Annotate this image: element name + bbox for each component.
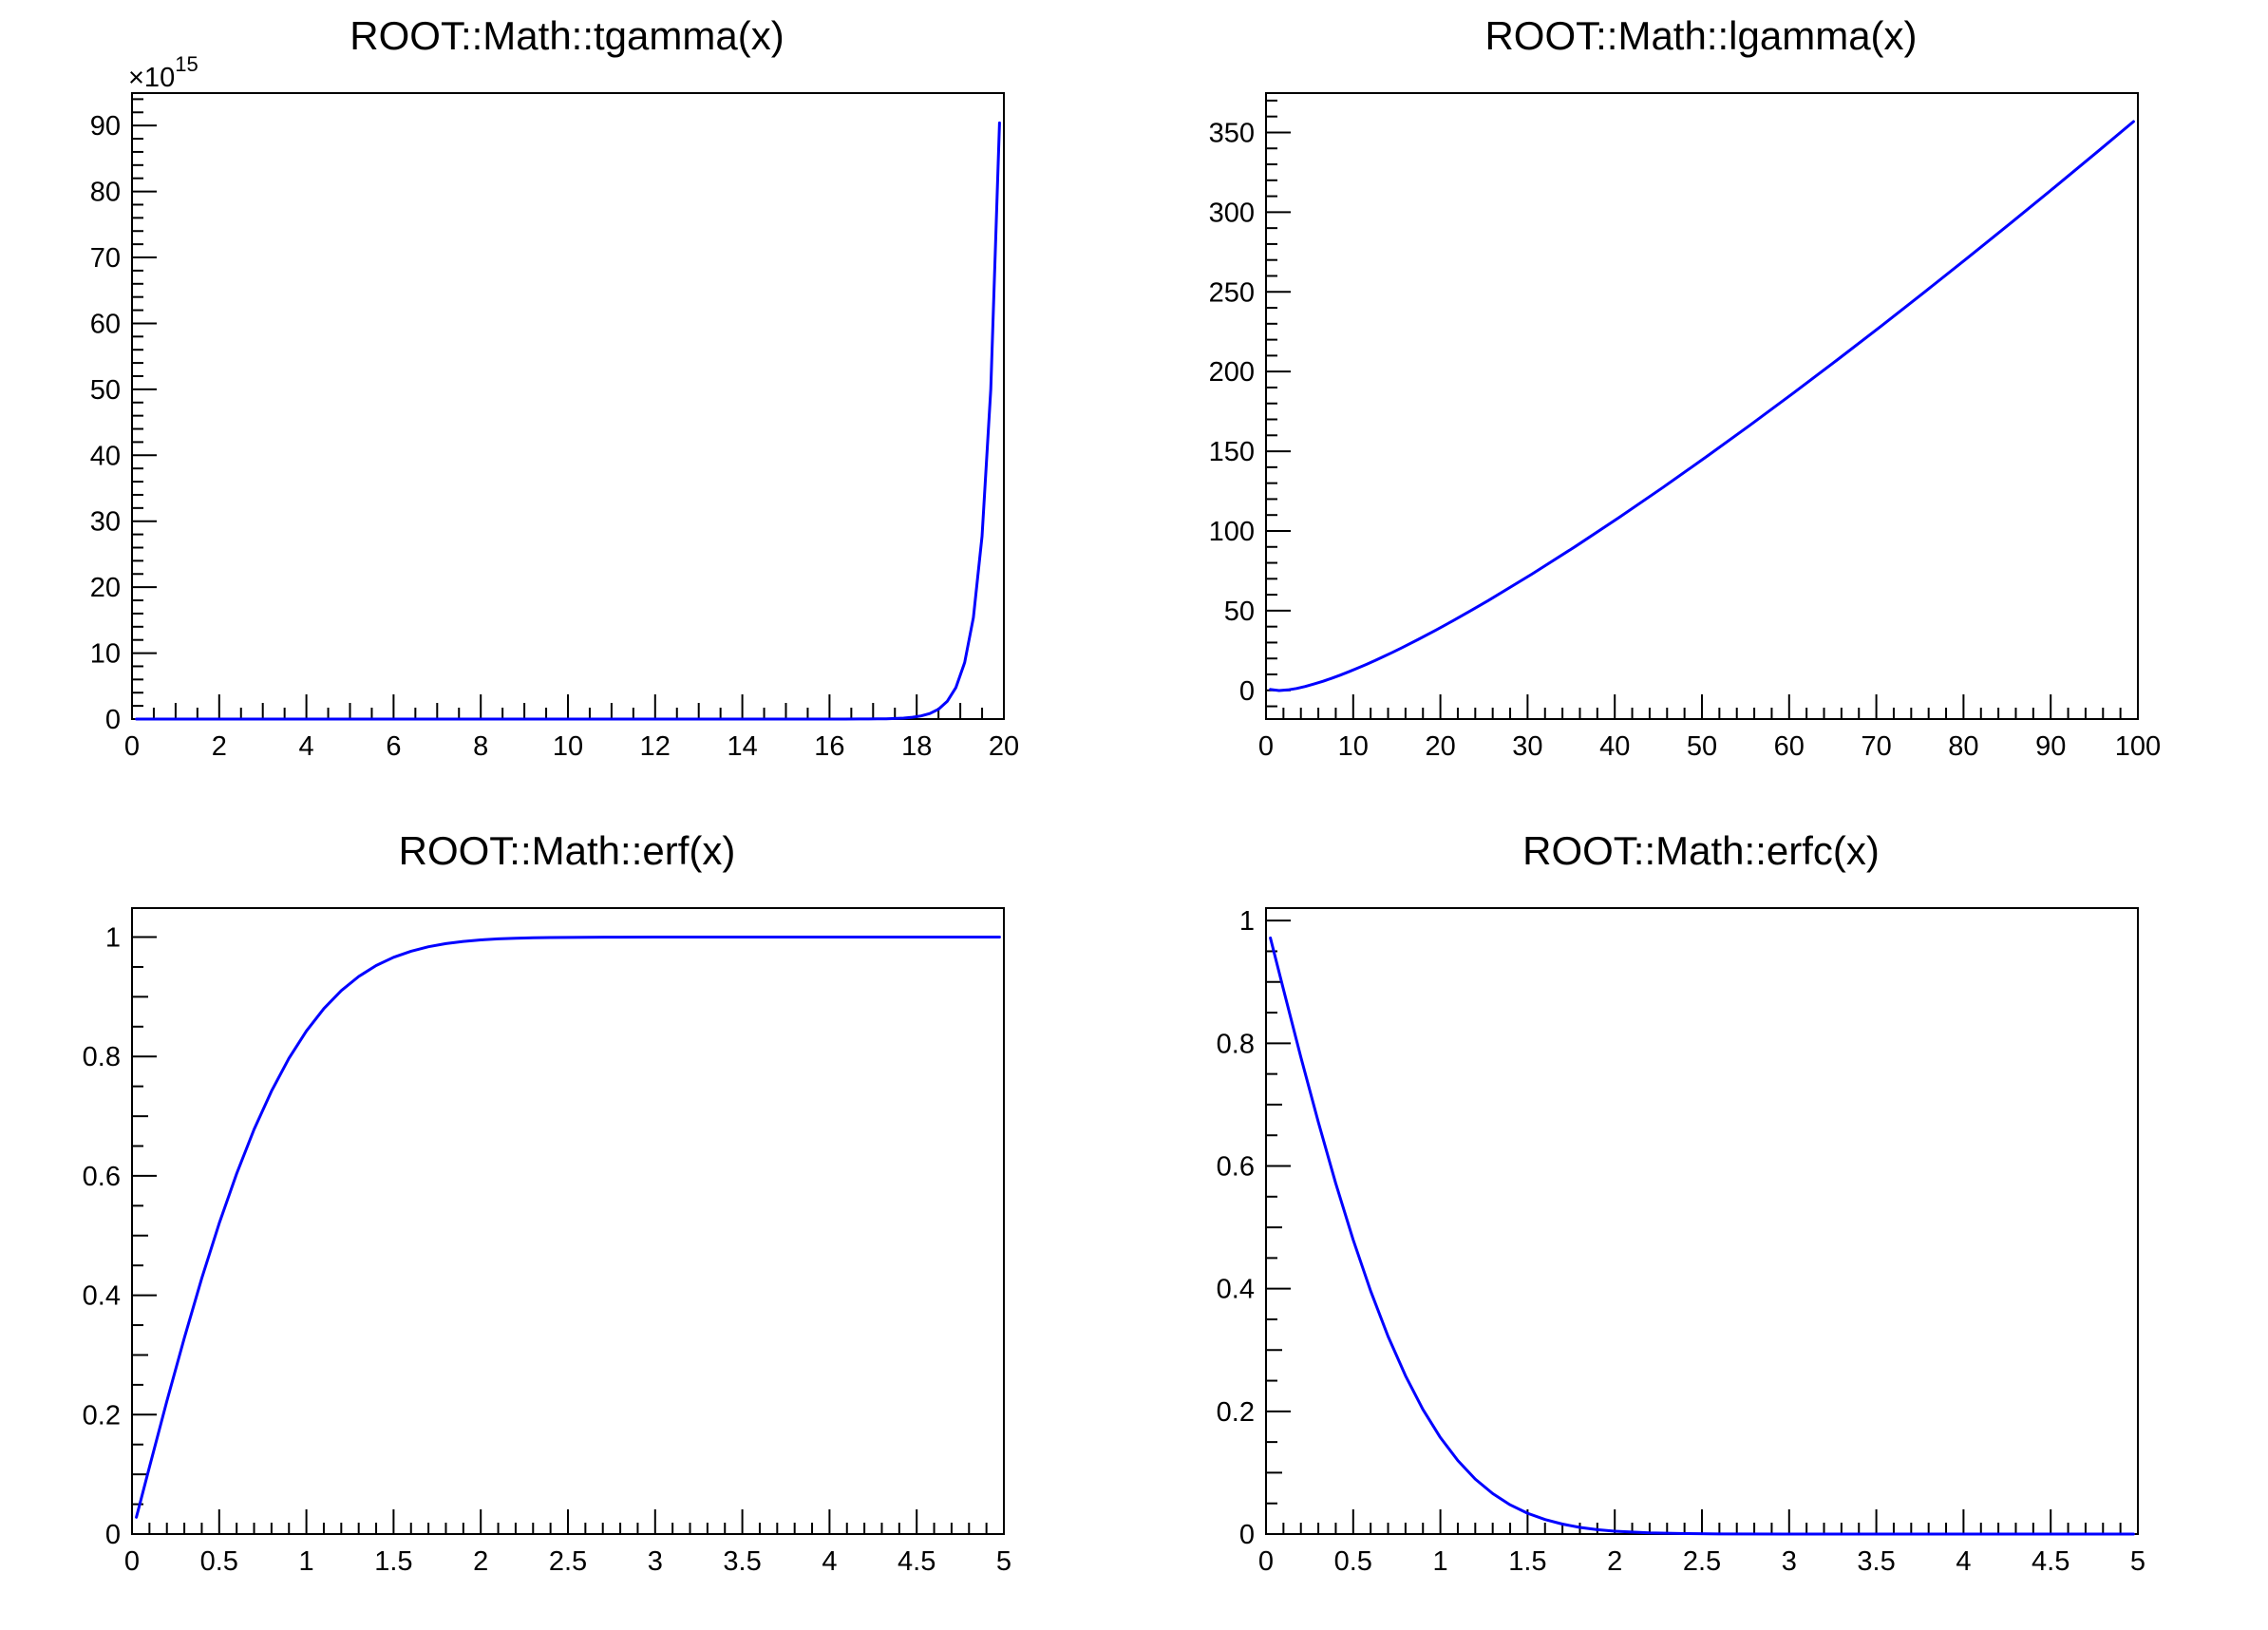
y-axis-tick-label: 10 xyxy=(90,639,121,670)
chart-title: ROOT::Math::erf(x) xyxy=(399,828,736,873)
y-axis-tick-label: 70 xyxy=(90,243,121,274)
x-axis-tick-label: 1.5 xyxy=(1508,1546,1546,1577)
x-axis-tick-label: 2 xyxy=(1607,1546,1622,1577)
y-axis-tick-label: 0.2 xyxy=(1217,1397,1255,1428)
plot-frame xyxy=(1265,92,2139,720)
chart-title: ROOT::Math::lgamma(x) xyxy=(1484,13,1917,58)
x-axis-tick-label: 0 xyxy=(1258,731,1274,762)
y-axis-tick-label: 1 xyxy=(105,923,121,954)
plot-frame xyxy=(1265,907,2139,1535)
y-axis-tick-label: 30 xyxy=(90,507,121,538)
x-axis-tick-label: 0 xyxy=(1258,1546,1274,1577)
y-axis-tick-label: 0.2 xyxy=(83,1400,121,1431)
y-axis-tick-label: 50 xyxy=(1224,597,1255,627)
x-axis-tick-label: 6 xyxy=(386,731,401,762)
x-axis-tick-label: 2 xyxy=(212,731,227,762)
x-axis-tick-label: 10 xyxy=(1338,731,1369,762)
y-axis-tick-label: 100 xyxy=(1209,517,1255,547)
y-axis-tick-label: 300 xyxy=(1209,198,1255,228)
x-axis-tick-label: 0.5 xyxy=(1334,1546,1372,1577)
y-axis-tick-label: 150 xyxy=(1209,437,1255,467)
x-axis-tick-label: 100 xyxy=(2115,731,2161,762)
x-axis-tick-label: 0.5 xyxy=(200,1546,238,1577)
x-axis-tick-label: 1.5 xyxy=(374,1546,412,1577)
x-axis-tick-label: 0 xyxy=(124,731,140,762)
y-axis-tick-label: 0 xyxy=(1239,1520,1255,1550)
x-axis-tick-label: 1 xyxy=(1433,1546,1448,1577)
y-axis-tick-label: 350 xyxy=(1209,118,1255,148)
x-axis-tick-label: 4.5 xyxy=(898,1546,936,1577)
x-axis-tick-label: 3.5 xyxy=(723,1546,761,1577)
x-axis-tick-label: 4 xyxy=(299,731,314,762)
x-axis-tick-label: 4 xyxy=(1956,1546,1971,1577)
function-curve xyxy=(135,936,1001,1519)
x-axis-tick-label: 2.5 xyxy=(1683,1546,1721,1577)
x-axis-tick-label: 14 xyxy=(727,731,757,762)
x-axis-tick-label: 5 xyxy=(2130,1546,2145,1577)
lgamma-plot: 0 10 20 30 40 50 60 70 80 90 100 0 50 100 150 200 250 300… xyxy=(1134,0,2268,815)
plot-frame xyxy=(131,907,1005,1535)
pad-tgamma: 0 2 4 6 8 10 12 14 16 18 20 0 10 20 30 40 50 60 70 80 90 ×101… xyxy=(0,0,1134,815)
x-axis-tick-label: 5 xyxy=(996,1546,1011,1577)
y-axis-tick-label: 0 xyxy=(105,1520,121,1550)
x-axis-tick-label: 70 xyxy=(1861,731,1891,762)
erf-plot: 0 0.5 1 1.5 2 2.5 3 3.5 4 4.5 5 0 0.2 0.4 0.6 0.8 1 ROOT:… xyxy=(0,815,1134,1630)
function-curve xyxy=(1269,936,2135,1536)
y-axis-tick-label: 0.6 xyxy=(1217,1152,1255,1183)
function-curve xyxy=(1269,120,2135,692)
y-axis-tick-label: 0.4 xyxy=(83,1281,121,1312)
x-axis-tick-label: 3.5 xyxy=(1857,1546,1895,1577)
chart-title: ROOT::Math::erfc(x) xyxy=(1522,828,1880,873)
y-axis-exponent-label: ×1015 xyxy=(128,52,198,93)
y-axis-tick-label: 0.4 xyxy=(1217,1275,1255,1305)
x-axis-tick-label: 3 xyxy=(648,1546,663,1577)
x-axis-tick-label: 1 xyxy=(299,1546,314,1577)
x-axis-tick-label: 8 xyxy=(473,731,488,762)
x-axis-tick-label: 12 xyxy=(640,731,671,762)
x-axis-tick-label: 4 xyxy=(822,1546,837,1577)
pad-erfc: 0 0.5 1 1.5 2 2.5 3 3.5 4 4.5 5 0 0.2 0.4 0.6 0.8 1 ROOT:… xyxy=(1134,815,2268,1630)
plot-frame xyxy=(131,92,1005,720)
y-axis-tick-label: 0 xyxy=(105,705,121,735)
y-axis-tick-label: 0.6 xyxy=(83,1162,121,1192)
x-axis-tick-label: 20 xyxy=(1425,731,1455,762)
x-axis-tick-label: 90 xyxy=(2035,731,2066,762)
y-axis-tick-label: 0 xyxy=(1239,676,1255,707)
x-axis-tick-label: 50 xyxy=(1687,731,1717,762)
y-axis-tick-label: 250 xyxy=(1209,277,1255,308)
y-axis-tick-label: 0.8 xyxy=(83,1042,121,1072)
x-axis-tick-label: 2 xyxy=(473,1546,488,1577)
y-axis-tick-label: 1 xyxy=(1239,906,1255,937)
x-axis-tick-label: 10 xyxy=(553,731,583,762)
x-axis-tick-label: 0 xyxy=(124,1546,140,1577)
y-axis-tick-label: 60 xyxy=(90,309,121,339)
function-curve xyxy=(135,121,1001,721)
x-axis-tick-label: 40 xyxy=(1599,731,1630,762)
y-axis-tick-label: 80 xyxy=(90,178,121,208)
y-axis-tick-label: 40 xyxy=(90,441,121,471)
x-axis-tick-label: 30 xyxy=(1512,731,1542,762)
y-axis-tick-label: 50 xyxy=(90,375,121,406)
pad-erf: 0 0.5 1 1.5 2 2.5 3 3.5 4 4.5 5 0 0.2 0.4 0.6 0.8 1 ROOT:… xyxy=(0,815,1134,1630)
tgamma-plot: 0 2 4 6 8 10 12 14 16 18 20 0 10 20 30 40 50 60 70 80 90×101… xyxy=(0,0,1134,815)
y-axis-tick-label: 90 xyxy=(90,111,121,142)
x-axis-tick-label: 4.5 xyxy=(2032,1546,2070,1577)
x-axis-tick-label: 18 xyxy=(901,731,932,762)
erfc-plot: 0 0.5 1 1.5 2 2.5 3 3.5 4 4.5 5 0 0.2 0.4 0.6 0.8 1 ROOT:… xyxy=(1134,815,2268,1630)
x-axis-tick-label: 80 xyxy=(1948,731,1978,762)
x-axis-tick-label: 2.5 xyxy=(549,1546,587,1577)
y-axis-tick-label: 0.8 xyxy=(1217,1029,1255,1059)
x-axis-tick-label: 60 xyxy=(1774,731,1805,762)
y-axis-tick-label: 20 xyxy=(90,573,121,603)
x-axis-tick-label: 16 xyxy=(814,731,844,762)
x-axis-tick-label: 3 xyxy=(1782,1546,1797,1577)
y-axis-tick-label: 200 xyxy=(1209,357,1255,388)
x-axis-tick-label: 20 xyxy=(989,731,1019,762)
chart-title: ROOT::Math::tgamma(x) xyxy=(350,13,784,58)
pad-lgamma: 0 10 20 30 40 50 60 70 80 90 100 0 50 100 150 200 250 300… xyxy=(1134,0,2268,815)
